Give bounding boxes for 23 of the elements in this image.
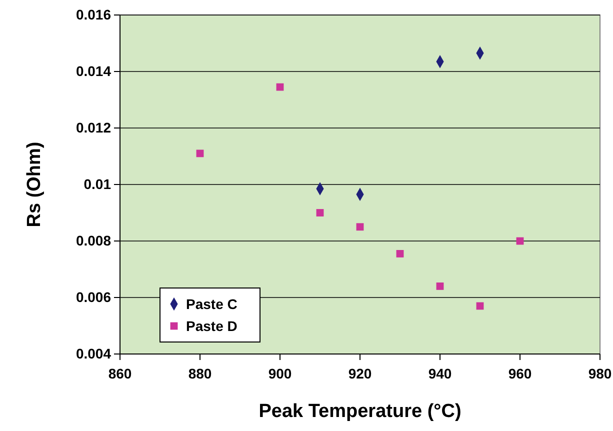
- y-tick-label: 0.01: [84, 176, 112, 192]
- y-tick-label: 0.014: [76, 62, 112, 79]
- point: [436, 282, 444, 290]
- y-tick-label: 0.004: [76, 345, 112, 362]
- y-tick-label: 0.016: [76, 6, 112, 22]
- point: [316, 209, 324, 216]
- legend-label: Paste C: [186, 296, 238, 312]
- x-tick-label: 980: [588, 365, 612, 382]
- x-tick-label: 880: [188, 365, 212, 382]
- y-tick-label: 0.006: [76, 288, 112, 305]
- x-axis-title: Peak Temperature (°C): [258, 401, 462, 422]
- x-tick-label: 960: [508, 365, 532, 382]
- x-tick-label: 920: [348, 365, 372, 382]
- y-tick-label: 0.008: [76, 232, 112, 248]
- x-tick-label: 940: [428, 365, 452, 382]
- x-tick-label: 860: [108, 365, 132, 382]
- point: [356, 223, 364, 231]
- y-tick-label: 0.012: [76, 119, 112, 136]
- point: [396, 250, 404, 258]
- legend-label: Paste D: [186, 318, 238, 334]
- x-tick-label: 900: [268, 365, 292, 382]
- y-axis-title: Rs (Ohm): [24, 142, 45, 228]
- point: [196, 150, 204, 158]
